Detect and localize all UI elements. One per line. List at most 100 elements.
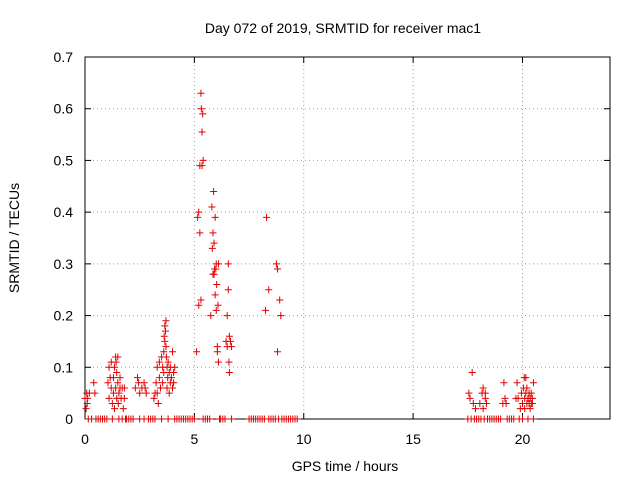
data-point [195, 208, 203, 216]
data-point [197, 89, 205, 97]
data-point [469, 399, 477, 407]
data-point [208, 244, 216, 252]
data-point [167, 374, 175, 382]
data-point [210, 187, 218, 195]
data-point [479, 384, 487, 392]
data-point [156, 384, 164, 392]
data-point [476, 399, 484, 407]
axis-ticks: 0 0.1 0.2 0.3 0.4 0.5 0.6 0.7 0 5 10 15 20 [54, 49, 610, 447]
data-point [109, 374, 117, 382]
data-point [120, 384, 128, 392]
data-point [471, 405, 479, 413]
data-point [228, 415, 236, 423]
data-point [214, 260, 222, 268]
y-tick-label: 0.2 [54, 308, 74, 324]
data-point [274, 265, 281, 273]
data-point [171, 363, 179, 371]
data-point [274, 348, 281, 356]
data-point [114, 353, 122, 361]
data-point [116, 374, 124, 382]
data-point [91, 389, 99, 397]
data-point [276, 296, 284, 304]
data-point [131, 384, 139, 392]
data-point [213, 281, 221, 289]
data-point [115, 389, 123, 397]
data-point [161, 337, 169, 345]
data-point [84, 394, 92, 402]
data-point [214, 301, 222, 309]
data-point [155, 374, 163, 382]
data-point [158, 415, 166, 423]
x-axis-label: GPS time / hours [292, 458, 399, 474]
data-point [263, 213, 271, 221]
data-point [162, 343, 170, 351]
x-tick-label: 10 [296, 431, 312, 447]
data-point [527, 389, 535, 397]
data-point [120, 394, 128, 402]
data-point [165, 389, 173, 397]
data-point [198, 128, 206, 136]
data-point [514, 394, 522, 402]
y-tick-label: 0.7 [54, 49, 74, 65]
data-point [162, 317, 170, 325]
data-point [142, 389, 150, 397]
data-point [129, 415, 137, 423]
data-point [465, 389, 473, 397]
data-point [497, 415, 505, 423]
plot-frame [84, 56, 611, 420]
data-point [206, 415, 214, 423]
data-point [209, 229, 217, 237]
data-point [481, 394, 489, 402]
data-point [193, 348, 201, 356]
data-point [466, 394, 474, 402]
data-point [221, 415, 229, 423]
data-point [272, 260, 280, 268]
data-point [196, 229, 204, 237]
data-point [212, 306, 220, 314]
data-point [211, 213, 219, 221]
x-tick-label: 5 [190, 431, 198, 447]
data-point [114, 379, 122, 387]
data-point [90, 379, 98, 387]
data-point [213, 348, 221, 356]
data-point [197, 296, 205, 304]
data-point [150, 394, 158, 402]
data-point [529, 415, 537, 423]
data-point [161, 322, 169, 330]
data-point [208, 203, 216, 211]
y-tick-label: 0.1 [54, 359, 74, 375]
data-point [160, 332, 168, 340]
data-point [151, 415, 159, 423]
data-point [228, 343, 236, 351]
data-point [136, 389, 144, 397]
data-point [164, 415, 172, 423]
data-point [199, 156, 207, 164]
data-point [468, 368, 476, 376]
data-point [154, 399, 162, 407]
data-point [225, 332, 233, 340]
data-point [225, 358, 233, 366]
data-point [214, 358, 222, 366]
y-tick-label: 0 [65, 411, 73, 427]
data-point [113, 368, 121, 376]
grid-lines [85, 57, 610, 419]
data-point [194, 213, 202, 221]
y-tick-label: 0.3 [54, 256, 74, 272]
data-point [225, 368, 233, 376]
data-point [108, 415, 116, 423]
data-point [162, 353, 170, 361]
data-point [197, 105, 205, 113]
data-point [155, 358, 163, 366]
data-point [501, 394, 509, 402]
x-tick-label: 15 [405, 431, 421, 447]
y-tick-label: 0.6 [54, 101, 74, 117]
data-point [500, 379, 508, 387]
chart-title: Day 072 of 2019, SRMTID for receiver mac… [205, 20, 481, 36]
data-point [190, 415, 198, 423]
data-point [293, 415, 301, 423]
data-point [226, 337, 234, 345]
data-point [277, 312, 285, 320]
y-tick-label: 0.5 [54, 152, 74, 168]
data-point [160, 348, 168, 356]
data-point [513, 379, 521, 387]
